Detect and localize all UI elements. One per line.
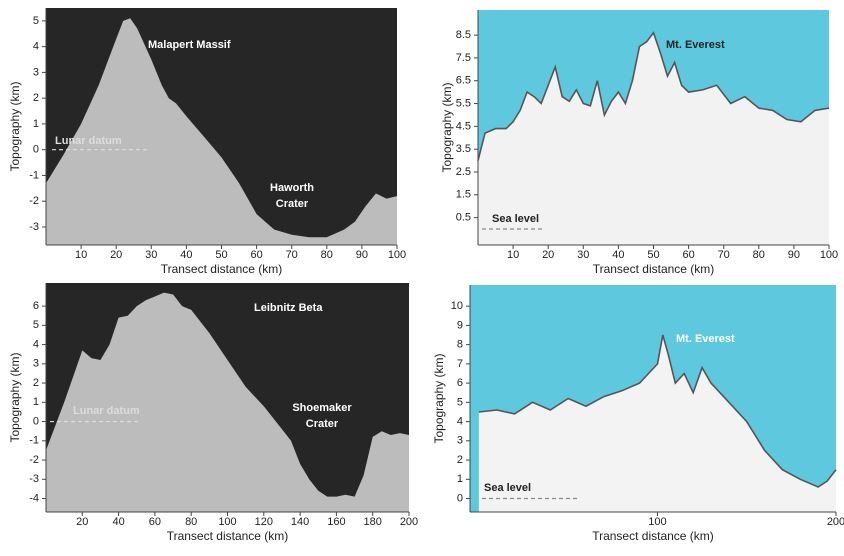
y-tick-label: 7	[457, 358, 463, 370]
figure: -3-2-1012345102030405060708090100Transec…	[0, 0, 844, 551]
x-axis-title: Transect distance (km)	[593, 262, 715, 276]
x-tick-label: 10	[507, 249, 519, 261]
y-tick-label: 5	[33, 15, 39, 27]
annotation: Mt. Everest	[666, 39, 725, 51]
x-tick-label: 120	[255, 516, 273, 528]
x-tick-label: 30	[145, 249, 157, 261]
y-tick-label: -3	[29, 221, 39, 233]
annotation: Malapert Massif	[148, 39, 231, 51]
x-tick-label: 40	[180, 249, 192, 261]
x-tick-label: 60	[250, 249, 262, 261]
x-axis-title: Transect distance (km)	[592, 529, 714, 543]
x-tick-label: 160	[327, 516, 345, 528]
x-tick-label: 40	[112, 516, 124, 528]
y-tick-label: 3.5	[456, 143, 471, 155]
y-tick-label: -4	[29, 492, 39, 504]
x-tick-label: 20	[110, 249, 122, 261]
y-tick-label: 2	[457, 454, 463, 466]
y-tick-label: 6	[457, 377, 463, 389]
x-tick-label: 80	[753, 249, 765, 261]
x-axis-title: Transect distance (km)	[167, 529, 289, 543]
chart: 0.5 1.5 2.5 3.5 4.5 5.5 6.5 7.5 8.5 10 20 30 40 50 60 7…	[440, 10, 838, 276]
x-tick-label: 20	[542, 249, 554, 261]
y-tick-label: 0.5	[456, 212, 471, 224]
y-tick-label: 5	[33, 319, 39, 331]
y-axis-title: Topography (km)	[432, 353, 446, 443]
y-tick-label: 9	[457, 319, 463, 331]
y-axis-title: Topography (km)	[8, 352, 22, 442]
y-tick-label: 6	[33, 300, 39, 312]
y-tick-label: 3	[457, 435, 463, 447]
y-tick-label: 10	[451, 300, 463, 312]
x-tick-label: 80	[185, 516, 197, 528]
x-tick-label: 100	[820, 249, 838, 261]
x-axis-title: Transect distance (km)	[161, 262, 283, 276]
y-axis-title: Topography (km)	[8, 81, 22, 171]
y-tick-label: 1	[457, 473, 463, 485]
x-tick-label: 100	[218, 516, 236, 528]
annotation: Sea level	[492, 213, 539, 225]
x-tick-label: 60	[149, 516, 161, 528]
x-tick-label: 90	[788, 249, 800, 261]
x-tick-label: 50	[215, 249, 227, 261]
x-tick-label: 200	[400, 516, 418, 528]
y-tick-label: 5	[457, 396, 463, 408]
x-tick-label: 90	[356, 249, 368, 261]
y-tick-label: 4	[33, 338, 39, 350]
x-tick-label: 140	[291, 516, 309, 528]
x-tick-label: 200	[827, 516, 844, 528]
y-tick-label: -1	[29, 435, 39, 447]
chart: -3 -2 -1 0 1 2 3 4 5 10 20 30 40 50 60 70 80 90 100 Transec…	[8, 8, 406, 276]
annotation: Leibnitz Beta	[254, 302, 323, 314]
x-tick-label: 100	[648, 516, 666, 528]
annotation: Mt. Everest	[676, 333, 735, 345]
x-tick-label: 60	[682, 249, 694, 261]
x-tick-label: 70	[286, 249, 298, 261]
y-tick-label: -1	[29, 169, 39, 181]
y-tick-label: 4	[33, 41, 39, 53]
x-tick-label: 40	[612, 249, 624, 261]
y-tick-label: 2	[33, 377, 39, 389]
x-tick-label: 80	[321, 249, 333, 261]
annotation: Lunar datum	[55, 135, 122, 147]
y-tick-label: 3	[33, 66, 39, 78]
y-tick-label: -2	[29, 195, 39, 207]
y-tick-label: 4.5	[456, 120, 471, 132]
y-tick-label: -2	[29, 454, 39, 466]
x-tick-label: 30	[577, 249, 589, 261]
y-tick-label: 0	[33, 144, 39, 156]
chart: -4 -3 -2 -1 0 1 2 3 4 5 6 20 40 60 80 100 120 140 160 180 20…	[8, 283, 418, 543]
y-tick-label: 6.5	[456, 75, 471, 87]
chart: 0 1 2 3 4 5 6 7 8 9 10 100 200 Transect distance (km)…	[432, 285, 844, 543]
x-tick-label: 70	[718, 249, 730, 261]
x-tick-label: 100	[388, 249, 406, 261]
x-tick-label: 20	[76, 516, 88, 528]
y-tick-label: 4	[457, 415, 463, 427]
y-tick-label: 0	[457, 492, 463, 504]
y-tick-label: 7.5	[456, 52, 471, 64]
y-tick-label: 0	[33, 415, 39, 427]
y-tick-label: 5.5	[456, 97, 471, 109]
y-tick-label: 1	[33, 396, 39, 408]
y-tick-label: 3	[33, 358, 39, 370]
annotation: Sea level	[484, 482, 531, 494]
x-tick-label: 50	[647, 249, 659, 261]
y-tick-label: -3	[29, 473, 39, 485]
y-tick-label: 2	[33, 92, 39, 104]
y-tick-label: 8	[457, 339, 463, 351]
y-tick-label: 1	[33, 118, 39, 130]
x-tick-label: 180	[364, 516, 382, 528]
y-tick-label: 2.5	[456, 166, 471, 178]
annotation: Lunar datum	[73, 405, 140, 417]
y-axis-title: Topography (km)	[440, 82, 454, 172]
x-tick-label: 10	[75, 249, 87, 261]
y-tick-label: 1.5	[456, 189, 471, 201]
y-tick-label: 8.5	[456, 29, 471, 41]
